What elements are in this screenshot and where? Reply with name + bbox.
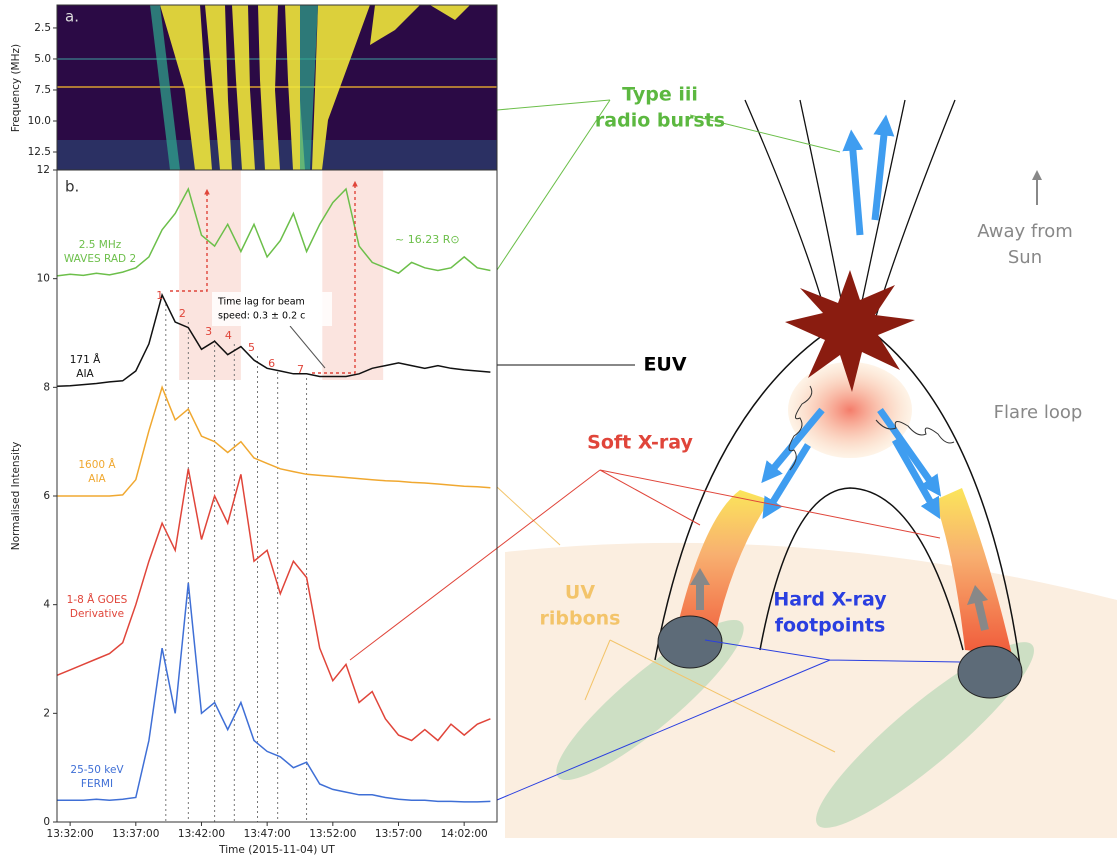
annotation: Time lag for beam (217, 297, 305, 308)
diagram-label: footpoints (775, 615, 886, 637)
y-tick-label: 4 (43, 599, 50, 611)
y-tick-label: 0 (43, 816, 50, 828)
x-tick-label: 13:47:00 (244, 828, 291, 840)
x-axis-label: Time (2015-11-04) UT (218, 844, 335, 856)
diagram-label: ribbons (540, 608, 621, 630)
peak-label: 6 (268, 357, 275, 370)
annotation: speed: 0.3 ± 0.2 c (218, 311, 305, 322)
series-line (57, 387, 490, 496)
y-tick-label: 7.5 (34, 84, 51, 96)
diagram-label: Type iii (622, 84, 698, 106)
series-label: AIA (88, 473, 106, 485)
peak-label: 5 (248, 341, 255, 354)
chromosphere (505, 543, 1117, 838)
series-label: FERMI (81, 778, 113, 790)
plot (57, 170, 490, 822)
x-tick-label: 13:37:00 (112, 828, 159, 840)
y-axis-label: Frequency (MHz) (10, 44, 22, 132)
footpoint (958, 646, 1022, 698)
peak-label: 2 (179, 307, 186, 320)
y-tick-label: 5.0 (34, 53, 51, 65)
x-tick-label: 14:02:00 (441, 828, 488, 840)
footpoint (658, 616, 722, 668)
spectrogram (57, 5, 497, 170)
series-label: WAVES RAD 2 (64, 253, 136, 265)
diagram-label: Flare loop (994, 402, 1083, 423)
pointer (290, 326, 325, 368)
diagram-label: Sun (1008, 247, 1042, 268)
x-tick-label: 13:52:00 (309, 828, 356, 840)
page: Type iii radio bursts Away from Sun EUV … (0, 0, 1117, 858)
x-tick-label: 13:57:00 (375, 828, 422, 840)
series-label: Derivative (70, 608, 124, 620)
diagram-label: UV (565, 582, 595, 604)
span (322, 170, 383, 380)
y-tick-label: 12 (37, 164, 50, 176)
series-label: 1-8 Å GOES (67, 593, 128, 606)
diagram-label: Hard X-ray (773, 589, 887, 611)
y-tick-label: 2.5 (34, 22, 51, 34)
y-tick-label: 6 (43, 490, 50, 502)
series-label: 2.5 MHz (79, 239, 122, 251)
y-tick-label: 10 (37, 273, 50, 285)
series-label: 25-50 keV (70, 764, 124, 776)
y-tick-label: 2 (43, 707, 50, 719)
figure: Type iii radio bursts Away from Sun EUV … (0, 0, 1117, 858)
diagram-label: Away from (977, 221, 1073, 242)
annotation: ~ 16.23 R⊙ (395, 233, 460, 246)
x-tick-label: 13:42:00 (178, 828, 225, 840)
panel-label: a. (65, 8, 79, 26)
series-label: 171 Å (70, 353, 101, 366)
peak-label: 7 (297, 363, 304, 376)
diagram: Type iii radio bursts Away from Sun EUV … (350, 84, 1117, 848)
panel-label: b. (65, 178, 79, 196)
peak-label: 4 (225, 329, 232, 342)
diagram-label: Soft X-ray (587, 432, 693, 454)
y-axis-label: Normalised Intensity (10, 442, 22, 551)
y-tick-label: 10.0 (28, 115, 51, 127)
diagram-label: radio bursts (595, 110, 725, 132)
diagram-label: EUV (643, 354, 686, 376)
peak-label: 1 (156, 289, 163, 302)
reconnection (785, 270, 915, 392)
x-tick-label: 13:32:00 (47, 828, 94, 840)
axes-frame (57, 170, 497, 822)
series-label: AIA (76, 368, 94, 380)
series-label: 1600 Å (78, 458, 116, 471)
y-tick-label: 12.5 (28, 146, 51, 158)
peak-label: 3 (205, 325, 212, 338)
y-tick-label: 8 (43, 381, 50, 393)
